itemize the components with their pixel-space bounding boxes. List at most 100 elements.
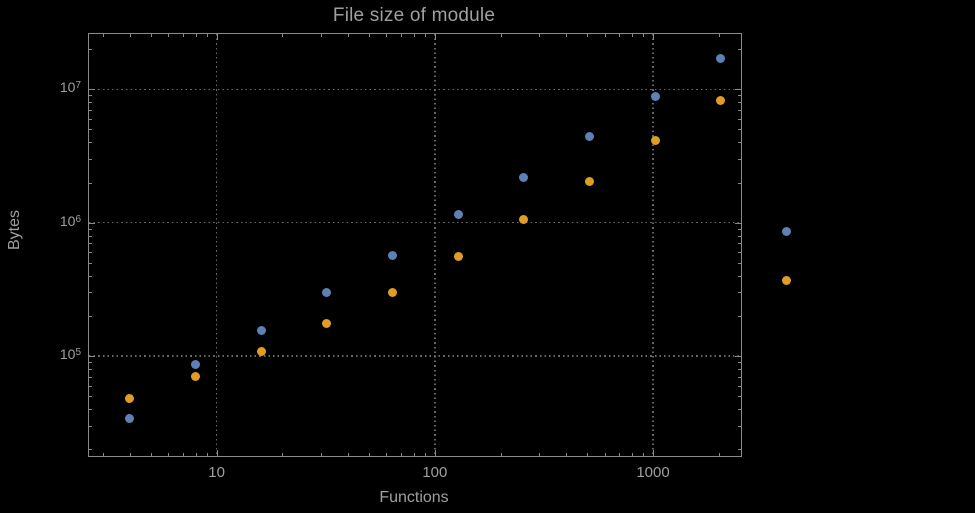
minor-tick-y	[738, 368, 741, 370]
minor-tick-y	[89, 425, 92, 427]
data-point-blue	[125, 414, 135, 424]
minor-tick-y	[738, 275, 741, 277]
minor-tick-y	[738, 292, 741, 294]
minor-tick-y	[89, 95, 92, 97]
minor-tick-x	[718, 453, 720, 456]
gridline-horizontal	[89, 221, 741, 224]
data-point-orange	[322, 319, 332, 329]
minor-tick-x	[386, 34, 388, 37]
gridline-vertical	[215, 34, 218, 456]
minor-tick-x	[401, 34, 403, 37]
major-tick-x	[216, 450, 218, 456]
data-point-orange	[782, 275, 792, 285]
major-tick-y	[89, 89, 95, 91]
y-tick-label: 106	[59, 212, 81, 229]
minor-tick-y	[738, 449, 741, 451]
minor-tick-y	[89, 292, 92, 294]
major-tick-x	[653, 34, 655, 40]
minor-tick-x	[619, 34, 621, 37]
gridline-horizontal	[89, 88, 741, 91]
minor-tick-y	[738, 252, 741, 254]
minor-tick-y	[738, 243, 741, 245]
data-point-blue	[388, 250, 398, 260]
minor-tick-y	[738, 95, 741, 97]
minor-tick-x	[195, 34, 197, 37]
minor-tick-y	[89, 228, 92, 230]
data-point-orange	[585, 176, 595, 186]
major-tick-x	[653, 450, 655, 456]
minor-tick-x	[566, 453, 568, 456]
y-tick-label: 105	[59, 346, 81, 363]
minor-tick-x	[102, 453, 104, 456]
minor-tick-x	[538, 34, 540, 37]
data-point-orange	[453, 251, 463, 261]
minor-tick-y	[89, 129, 92, 131]
minor-tick-x	[500, 34, 502, 37]
minor-tick-x	[150, 453, 152, 456]
minor-tick-y	[738, 102, 741, 104]
y-tick-label: 107	[59, 79, 81, 96]
major-tick-y	[735, 222, 741, 224]
major-tick-x	[434, 450, 436, 456]
minor-tick-y	[738, 376, 741, 378]
minor-tick-y	[89, 109, 92, 111]
minor-tick-x	[587, 34, 589, 37]
data-point-blue	[191, 360, 200, 370]
gridline-horizontal	[89, 355, 741, 357]
minor-tick-y	[738, 182, 741, 184]
minor-tick-y	[89, 118, 92, 120]
minor-tick-x	[386, 453, 388, 456]
minor-tick-y	[89, 262, 92, 264]
minor-tick-y	[89, 252, 92, 254]
minor-tick-x	[182, 453, 184, 456]
minor-tick-x	[643, 34, 645, 37]
chart-title: File size of module	[332, 5, 496, 26]
minor-tick-x	[369, 34, 371, 37]
major-tick-y	[735, 356, 741, 358]
minor-tick-x	[587, 453, 589, 456]
minor-tick-y	[738, 362, 741, 364]
minor-tick-x	[631, 453, 633, 456]
minor-tick-y	[89, 142, 92, 144]
x-tick-label: 1000	[636, 464, 670, 481]
minor-tick-y	[738, 49, 741, 51]
y-axis-label: Bytes	[6, 210, 23, 251]
data-point-blue	[650, 92, 660, 102]
minor-tick-y	[89, 159, 92, 161]
major-tick-y	[89, 356, 95, 358]
minor-tick-x	[604, 453, 606, 456]
minor-tick-y	[89, 275, 92, 277]
minor-tick-y	[89, 385, 92, 387]
minor-tick-x	[182, 34, 184, 37]
minor-tick-y	[89, 235, 92, 237]
gridline-vertical	[434, 34, 436, 456]
minor-tick-x	[348, 34, 350, 37]
minor-tick-x	[206, 34, 208, 37]
minor-tick-x	[604, 34, 606, 37]
minor-tick-y	[738, 262, 741, 264]
minor-tick-y	[89, 449, 92, 451]
minor-tick-x	[401, 453, 403, 456]
minor-tick-y	[89, 409, 92, 411]
data-point-orange	[716, 95, 726, 105]
minor-tick-x	[150, 34, 152, 37]
minor-tick-y	[89, 376, 92, 378]
data-point-orange	[388, 287, 398, 297]
minor-tick-x	[538, 453, 540, 456]
minor-tick-y	[738, 118, 741, 120]
minor-tick-x	[282, 453, 284, 456]
minor-tick-x	[500, 453, 502, 456]
data-point-orange	[650, 136, 660, 146]
x-tick-label: 10	[208, 464, 225, 481]
data-point-blue	[256, 326, 266, 336]
data-point-orange	[519, 215, 529, 225]
x-axis-label: Functions	[379, 489, 449, 506]
minor-tick-x	[206, 453, 208, 456]
minor-tick-y	[89, 396, 92, 398]
minor-tick-y	[89, 49, 92, 51]
data-point-blue	[322, 287, 332, 297]
minor-tick-x	[413, 453, 415, 456]
minor-tick-y	[738, 159, 741, 161]
minor-tick-x	[631, 34, 633, 37]
data-point-blue	[453, 210, 463, 220]
